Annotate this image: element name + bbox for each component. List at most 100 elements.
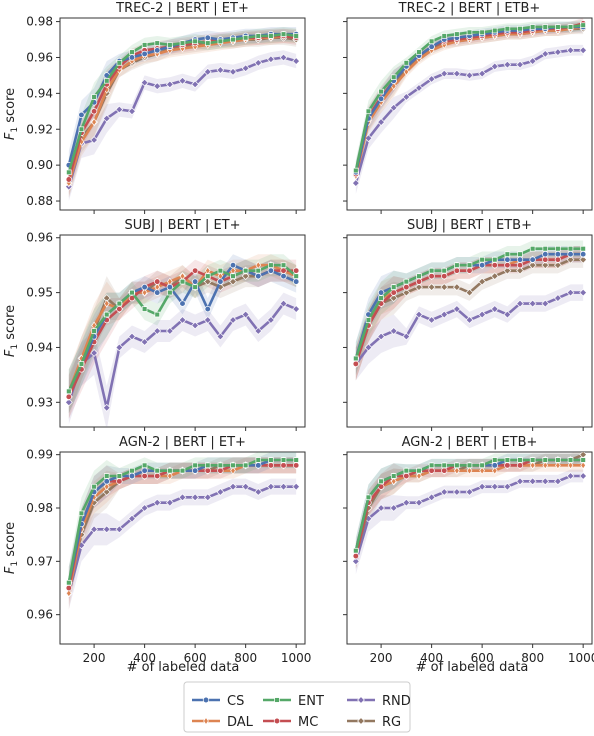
legend-items: CS DAL ENT MC RND RG <box>192 694 411 730</box>
point-rnd <box>165 498 174 507</box>
point-ent <box>492 256 498 263</box>
point-ent <box>255 267 262 274</box>
point-ent <box>567 24 574 30</box>
point-ent <box>205 462 211 469</box>
series-layer <box>64 254 301 427</box>
band-mc <box>68 457 297 604</box>
ylabel-row-2: F1 score <box>3 305 20 357</box>
band-dal <box>68 28 297 198</box>
point-cs <box>580 251 587 258</box>
point-cs <box>128 472 136 480</box>
point-dal <box>103 299 110 308</box>
point-ent <box>179 467 186 474</box>
point-cs <box>103 478 110 485</box>
point-rnd <box>203 316 212 324</box>
point-ent <box>353 355 359 362</box>
point-ent <box>78 510 85 517</box>
point-rnd <box>541 299 550 308</box>
point-rnd <box>516 477 524 486</box>
point-mc <box>542 256 549 263</box>
point-mc <box>204 467 211 474</box>
point-ent <box>466 29 473 36</box>
panel-title: TREC-2 | BERT | ETB+ <box>398 1 541 16</box>
point-ent <box>378 88 384 95</box>
point-mc <box>453 267 461 274</box>
point-cs <box>377 289 385 296</box>
point-rnd <box>216 488 225 496</box>
panel-title: SUBJ | BERT | ET+ <box>124 218 240 233</box>
point-dal <box>416 471 422 481</box>
point-cs <box>478 262 486 269</box>
legend-marker <box>202 696 210 704</box>
y-tick-label: 0.94 <box>26 86 53 100</box>
point-rnd <box>292 57 301 65</box>
point-rnd <box>528 477 537 486</box>
legend-item-mc: MC <box>263 715 318 730</box>
point-cs <box>179 300 186 307</box>
point-rnd <box>267 316 275 324</box>
point-rnd <box>364 343 373 352</box>
point-rnd <box>427 316 436 324</box>
point-ent <box>416 273 422 279</box>
point-ent <box>542 457 549 463</box>
point-ent <box>567 457 574 463</box>
point-ent <box>217 38 224 45</box>
point-rnd <box>191 321 200 330</box>
point-ent <box>268 33 274 39</box>
point-rnd <box>389 327 398 335</box>
point-rg <box>490 272 499 281</box>
point-rg <box>541 261 550 270</box>
point-rnd <box>440 310 449 319</box>
point-dal <box>454 466 460 475</box>
point-dal <box>141 288 148 297</box>
point-ent <box>192 38 198 45</box>
legend-item-ent: ENT <box>263 694 324 709</box>
point-rnd <box>440 488 449 496</box>
legend-frame <box>183 681 411 733</box>
point-rnd <box>102 403 111 412</box>
point-rnd <box>490 305 499 313</box>
point-ent <box>103 473 110 479</box>
panel-4: SUBJ | BERT | ETB+ <box>343 218 593 431</box>
point-ent <box>454 31 460 37</box>
point-cs <box>255 462 262 469</box>
point-rnd <box>579 46 588 55</box>
point-ent <box>580 22 586 28</box>
point-rnd <box>267 55 275 64</box>
point-ent <box>416 49 422 55</box>
point-dal <box>403 67 410 76</box>
point-rnd <box>503 482 512 491</box>
point-rnd <box>178 493 187 502</box>
point-rnd <box>452 305 461 313</box>
panel-6: AGN-2 | BERT | ETB+ 200 400 600 800 1000 <box>343 435 594 665</box>
point-rnd <box>528 299 537 308</box>
point-ent <box>116 473 123 479</box>
point-ent <box>353 167 359 174</box>
point-rnd <box>566 46 575 55</box>
point-rnd <box>389 103 398 112</box>
point-ent <box>167 467 173 474</box>
point-rg <box>415 283 423 292</box>
point-rnd <box>90 525 98 534</box>
point-cs <box>280 272 287 280</box>
point-ent <box>217 462 224 469</box>
point-ent <box>242 462 249 469</box>
point-ent <box>353 547 359 554</box>
point-rg <box>554 261 562 270</box>
point-ent <box>66 169 72 176</box>
legend-label: RND <box>382 694 411 709</box>
point-rnd <box>402 498 411 507</box>
y-tick-label: 0.96 <box>26 231 53 245</box>
point-rnd <box>389 504 398 512</box>
point-ent <box>365 108 372 115</box>
ylabel-row-3: F1 score <box>3 522 20 574</box>
point-ent <box>416 467 422 474</box>
point-rg <box>102 488 111 496</box>
point-rg <box>229 277 237 286</box>
point-ent <box>504 26 511 32</box>
point-ent <box>479 256 485 263</box>
point-rnd <box>541 477 550 486</box>
point-rnd <box>452 488 461 496</box>
point-cs <box>516 256 524 263</box>
legend-item-cs: CS <box>192 694 244 709</box>
